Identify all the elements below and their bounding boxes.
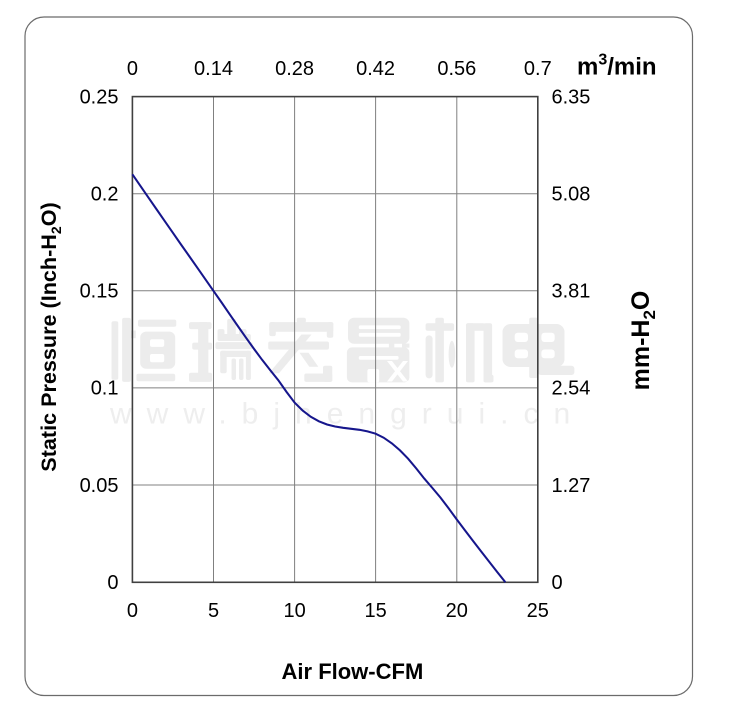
svg-text:20: 20 — [446, 600, 468, 622]
svg-text:15: 15 — [364, 600, 386, 622]
svg-text:0.14: 0.14 — [194, 58, 233, 80]
svg-text:5.08: 5.08 — [552, 184, 591, 206]
svg-text:6.35: 6.35 — [552, 86, 591, 108]
svg-text:0: 0 — [127, 58, 138, 80]
svg-text:1.27: 1.27 — [552, 475, 591, 497]
svg-text:10: 10 — [283, 600, 305, 622]
svg-text:mm-H2O: mm-H2O — [627, 291, 659, 391]
svg-text:0.05: 0.05 — [80, 475, 119, 497]
svg-text:2.54: 2.54 — [552, 378, 591, 400]
svg-text:Air Flow-CFM: Air Flow-CFM — [282, 659, 424, 684]
svg-text:Static Pressure (Inch-H2O): Static Pressure (Inch-H2O) — [36, 202, 64, 471]
svg-text:25: 25 — [527, 600, 549, 622]
svg-text:0.7: 0.7 — [524, 58, 552, 80]
svg-text:0: 0 — [107, 572, 118, 594]
svg-text:m3/min: m3/min — [577, 52, 657, 81]
svg-text:0.28: 0.28 — [275, 58, 314, 80]
svg-text:5: 5 — [208, 600, 219, 622]
svg-text:0.2: 0.2 — [91, 184, 119, 206]
svg-text:0.56: 0.56 — [437, 58, 476, 80]
svg-text:0: 0 — [127, 600, 138, 622]
svg-text:0: 0 — [552, 572, 563, 594]
svg-text:0.1: 0.1 — [91, 378, 119, 400]
svg-text:0.15: 0.15 — [80, 281, 119, 303]
svg-text:www.bjhengrui.cn: www.bjhengrui.cn — [109, 397, 585, 430]
svg-text:0.42: 0.42 — [356, 58, 395, 80]
svg-text:0.25: 0.25 — [80, 86, 119, 108]
svg-text:3.81: 3.81 — [552, 281, 591, 303]
